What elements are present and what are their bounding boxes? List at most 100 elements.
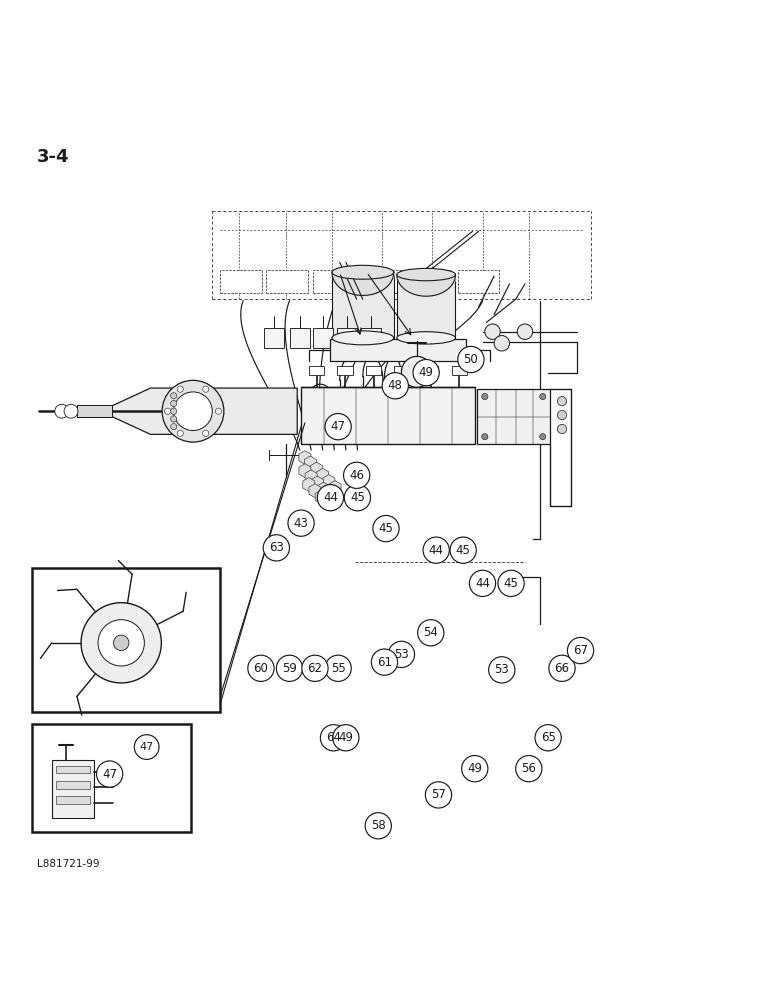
Text: 48: 48 <box>388 379 403 392</box>
Text: 56: 56 <box>521 762 537 775</box>
Bar <box>361 328 381 348</box>
Circle shape <box>162 380 224 442</box>
Bar <box>313 328 333 348</box>
Circle shape <box>96 761 123 787</box>
Circle shape <box>55 404 69 418</box>
Text: 44: 44 <box>323 491 338 504</box>
Circle shape <box>263 535 290 561</box>
Text: 45: 45 <box>503 577 519 590</box>
Text: 53: 53 <box>394 648 409 661</box>
Polygon shape <box>311 476 323 490</box>
Polygon shape <box>303 478 315 492</box>
Circle shape <box>401 356 432 387</box>
Bar <box>452 366 467 375</box>
Circle shape <box>557 397 567 406</box>
Circle shape <box>64 404 78 418</box>
Bar <box>301 387 475 444</box>
Circle shape <box>178 430 184 436</box>
Text: 61: 61 <box>377 656 392 669</box>
Text: 45: 45 <box>350 491 365 504</box>
Circle shape <box>333 725 359 751</box>
Circle shape <box>164 408 171 414</box>
Polygon shape <box>299 451 311 464</box>
Circle shape <box>450 537 476 563</box>
Circle shape <box>171 408 177 414</box>
Circle shape <box>418 620 444 646</box>
Circle shape <box>517 324 533 339</box>
Text: 45: 45 <box>378 522 394 535</box>
Text: 63: 63 <box>269 541 284 554</box>
Bar <box>332 272 394 338</box>
Polygon shape <box>304 456 317 470</box>
Text: 62: 62 <box>307 662 323 675</box>
Circle shape <box>171 400 177 407</box>
Polygon shape <box>309 484 321 498</box>
Polygon shape <box>323 489 336 503</box>
Polygon shape <box>329 481 341 495</box>
Circle shape <box>557 424 567 434</box>
Text: 46: 46 <box>349 469 364 482</box>
Circle shape <box>425 782 452 808</box>
Text: 57: 57 <box>431 788 446 801</box>
Circle shape <box>302 655 328 681</box>
Polygon shape <box>317 482 330 496</box>
Circle shape <box>171 424 177 430</box>
Text: 55: 55 <box>330 662 346 675</box>
Bar <box>264 328 284 348</box>
Bar <box>32 568 220 712</box>
Text: 45: 45 <box>455 544 471 557</box>
Circle shape <box>320 725 347 751</box>
Text: 3-4: 3-4 <box>37 148 69 166</box>
Text: 47: 47 <box>102 768 117 781</box>
Text: L881721-99: L881721-99 <box>37 859 100 869</box>
Circle shape <box>458 346 484 373</box>
Text: 47: 47 <box>140 742 154 752</box>
Bar <box>220 270 262 293</box>
Circle shape <box>557 410 567 420</box>
Circle shape <box>498 570 524 596</box>
Text: 49: 49 <box>338 731 354 744</box>
Polygon shape <box>317 468 329 482</box>
Ellipse shape <box>332 265 394 279</box>
Bar <box>409 270 451 293</box>
Circle shape <box>202 430 208 436</box>
Circle shape <box>413 359 439 386</box>
Circle shape <box>344 485 371 511</box>
Polygon shape <box>299 464 311 478</box>
Polygon shape <box>329 495 341 509</box>
Circle shape <box>489 657 515 683</box>
Circle shape <box>365 813 391 839</box>
Ellipse shape <box>332 331 394 345</box>
Circle shape <box>540 393 546 400</box>
Circle shape <box>388 641 415 668</box>
Polygon shape <box>305 470 317 484</box>
Bar <box>394 366 410 375</box>
Circle shape <box>535 725 561 751</box>
Ellipse shape <box>397 268 455 281</box>
Text: 44: 44 <box>428 544 444 557</box>
Text: 53: 53 <box>494 663 510 676</box>
Text: 49: 49 <box>467 762 482 775</box>
Circle shape <box>288 510 314 536</box>
Circle shape <box>485 324 500 339</box>
Circle shape <box>174 392 212 431</box>
Bar <box>477 389 550 444</box>
Bar <box>313 270 354 293</box>
Text: 60: 60 <box>253 662 269 675</box>
Text: 65: 65 <box>540 731 556 744</box>
Text: 44: 44 <box>475 577 490 590</box>
Bar <box>77 405 112 417</box>
Bar <box>330 339 466 361</box>
Circle shape <box>81 603 161 683</box>
Bar <box>361 270 403 293</box>
Circle shape <box>469 570 496 596</box>
Circle shape <box>276 655 303 681</box>
Polygon shape <box>315 490 327 504</box>
Bar <box>458 270 499 293</box>
Circle shape <box>325 414 351 440</box>
Circle shape <box>344 462 370 488</box>
Bar <box>32 724 191 832</box>
Bar <box>56 781 90 789</box>
Circle shape <box>98 620 144 666</box>
Polygon shape <box>100 388 297 434</box>
